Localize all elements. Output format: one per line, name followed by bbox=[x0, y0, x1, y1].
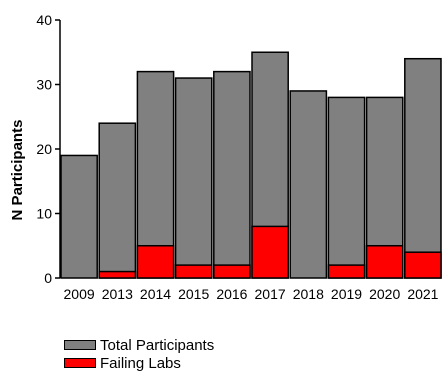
legend-item-total: Total Participants bbox=[64, 336, 214, 354]
x-tick-label: 2014 bbox=[140, 286, 171, 302]
x-tick-label: 2015 bbox=[178, 286, 209, 302]
bar-failing-2014 bbox=[136, 245, 175, 279]
bar-failing-2021 bbox=[404, 251, 442, 279]
x-tick-label: 2020 bbox=[369, 286, 400, 302]
bar-total-2016 bbox=[213, 70, 251, 279]
bar-failing-2013 bbox=[98, 270, 137, 279]
bar-failing-2017 bbox=[251, 225, 289, 279]
legend-item-failing: Failing Labs bbox=[64, 354, 214, 372]
bar-failing-2016 bbox=[213, 264, 251, 279]
y-axis: 0 10 20 30 40 bbox=[36, 12, 61, 286]
legend-swatch-total bbox=[64, 340, 96, 350]
bar-total-2014 bbox=[136, 70, 175, 279]
legend-label-failing: Failing Labs bbox=[100, 354, 181, 372]
y-tick-label: 10 bbox=[36, 206, 52, 222]
total-participants-bars bbox=[60, 51, 442, 279]
bar-failing-2019 bbox=[327, 264, 366, 279]
legend-swatch-failing bbox=[64, 358, 96, 368]
x-tick-label: 2013 bbox=[102, 286, 133, 302]
bar-total-2013 bbox=[98, 122, 137, 279]
bar-total-2021 bbox=[404, 57, 442, 279]
bar-failing-2015 bbox=[174, 264, 213, 279]
x-tick-label: 2019 bbox=[331, 286, 362, 302]
y-tick-label: 30 bbox=[36, 77, 52, 93]
x-tick-label: 2017 bbox=[255, 286, 286, 302]
failing-labs-bars bbox=[98, 225, 442, 279]
bar-total-2019 bbox=[327, 96, 366, 279]
x-tick-label: 2009 bbox=[64, 286, 95, 302]
y-tick-label: 40 bbox=[36, 12, 52, 28]
y-tick-label: 20 bbox=[36, 141, 52, 157]
x-tick-label: 2021 bbox=[407, 286, 438, 302]
legend: Total Participants Failing Labs bbox=[64, 336, 214, 372]
legend-label-total: Total Participants bbox=[100, 336, 215, 354]
y-axis-title: N Participants bbox=[9, 120, 26, 221]
y-tick-label: 0 bbox=[44, 270, 52, 286]
x-axis-labels: 2009 2013 2014 2015 2016 2017 2018 2019 2020 2021 bbox=[64, 286, 439, 302]
x-tick-label: 2018 bbox=[293, 286, 324, 302]
bar-total-2018 bbox=[289, 90, 328, 279]
bar-total-2015 bbox=[174, 77, 213, 279]
bar-failing-2020 bbox=[365, 245, 404, 279]
x-tick-label: 2016 bbox=[216, 286, 247, 302]
bar-total-2009 bbox=[60, 154, 98, 279]
